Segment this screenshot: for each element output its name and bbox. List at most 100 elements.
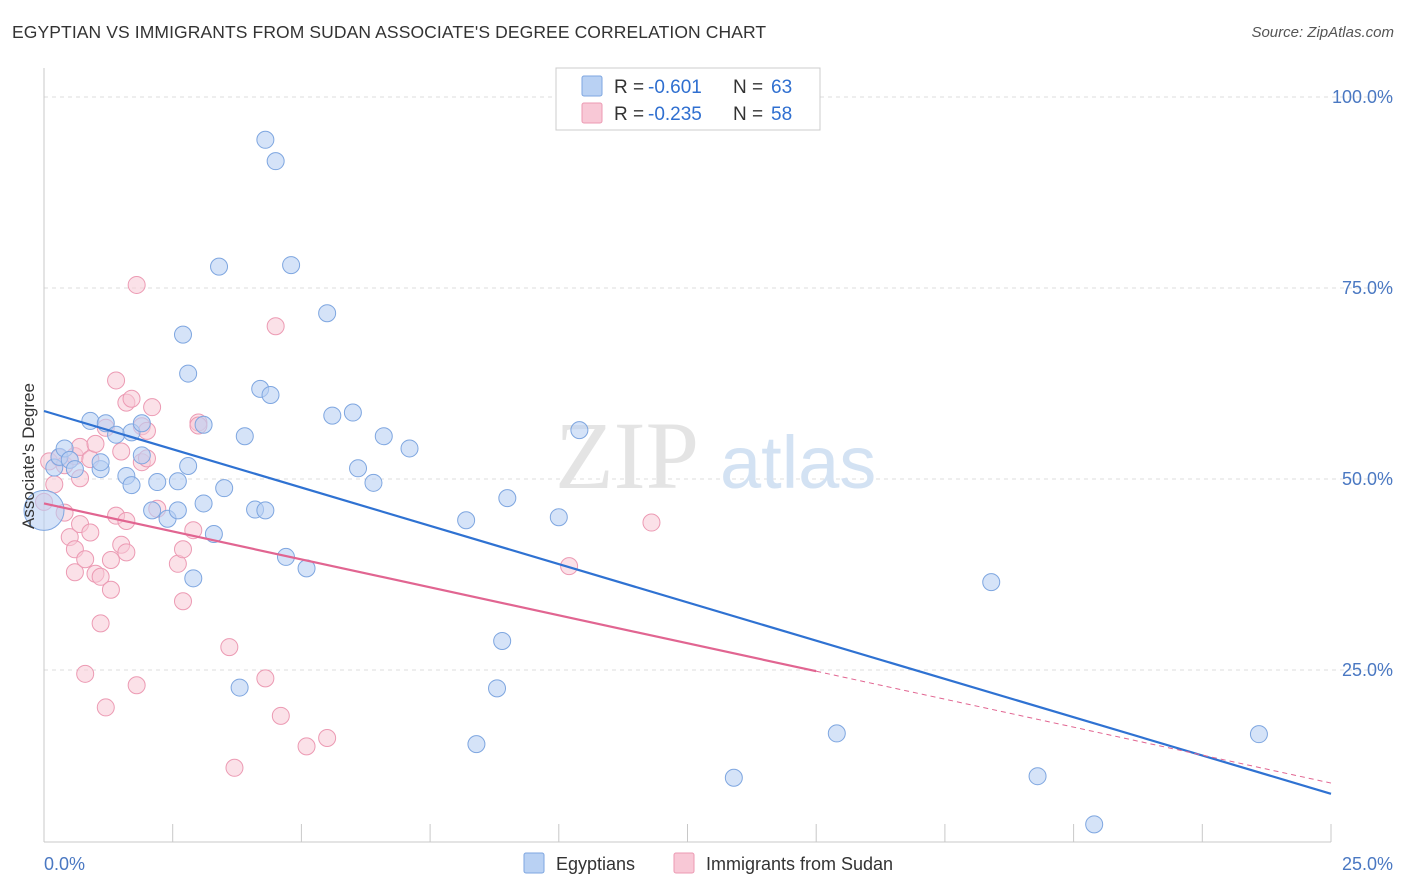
x-tick-label: 25.0% [1342, 854, 1393, 874]
data-point-sudan [127, 275, 146, 294]
data-point-sudan [112, 442, 131, 461]
data-point-egyptians [168, 472, 187, 491]
data-point-egyptians [724, 768, 743, 787]
data-point-egyptians [143, 501, 162, 520]
data-point-egyptians [173, 325, 192, 344]
legend-n-label: N = [733, 104, 763, 125]
data-point-egyptians [122, 476, 141, 495]
data-point-sudan [91, 567, 110, 586]
data-point-egyptians [488, 679, 507, 698]
data-point-egyptians [148, 473, 167, 492]
legend-sudan-swatch [673, 852, 695, 874]
data-point-egyptians [179, 364, 198, 383]
data-point-sudan [297, 737, 316, 756]
data-point-egyptians [1028, 767, 1047, 786]
data-point-egyptians [827, 724, 846, 743]
data-point-sudan [642, 513, 661, 532]
data-point-sudan [173, 540, 192, 559]
legend-sudan-label: Immigrants from Sudan [706, 854, 893, 874]
y-tick-label: 75.0% [1342, 278, 1393, 298]
legend-n-value-blue: 63 [771, 77, 792, 98]
data-point-sudan [117, 543, 136, 562]
tick-labels: 25.0% 50.0% 75.0% 100.0% 0.0% 25.0% [44, 87, 1393, 874]
data-point-sudan [122, 389, 141, 408]
y-tick-label: 50.0% [1342, 469, 1393, 489]
data-point-egyptians [982, 573, 1001, 592]
data-point-sudan [318, 728, 337, 747]
data-point-sudan [86, 434, 105, 453]
trend-lines [43, 409, 1332, 795]
data-point-egyptians [374, 427, 393, 446]
data-point-egyptians [132, 414, 151, 433]
data-point-sudan [76, 550, 95, 569]
legend-n-label: N = [733, 77, 763, 98]
data-point-sudan [76, 664, 95, 683]
data-point-egyptians [282, 256, 301, 275]
legend-r-label: R = [614, 104, 644, 125]
data-point-egyptians [132, 446, 151, 465]
watermark-zip: ZIP [555, 402, 699, 509]
data-point-sudan [101, 550, 120, 569]
data-point-sudan [225, 758, 244, 777]
data-point-egyptians [266, 152, 285, 171]
data-point-egyptians [570, 421, 589, 440]
grid-lines [44, 96, 1392, 671]
watermark-atlas: atlas [720, 421, 876, 504]
data-point-egyptians [194, 494, 213, 513]
data-point-sudan [220, 638, 239, 657]
data-point-egyptians [215, 479, 234, 498]
data-point-egyptians [498, 489, 517, 508]
data-point-egyptians [184, 569, 203, 588]
data-point-egyptians [230, 678, 249, 697]
data-point-egyptians [179, 457, 198, 476]
y-tick-label: 100.0% [1332, 87, 1393, 107]
data-point-sudan [127, 676, 146, 695]
series-egyptians-points [23, 130, 1268, 834]
data-point-egyptians [23, 489, 65, 531]
chart-title: EGYPTIAN VS IMMIGRANTS FROM SUDAN ASSOCI… [12, 22, 767, 42]
y-tick-label: 25.0% [1342, 660, 1393, 680]
data-point-sudan [101, 580, 120, 599]
y-axis-title: Associate's Degree [19, 383, 38, 529]
data-point-sudan [91, 614, 110, 633]
watermark: ZIP atlas [555, 402, 876, 509]
data-point-egyptians [323, 406, 342, 425]
data-point-egyptians [549, 508, 568, 527]
data-point-egyptians [210, 257, 229, 276]
data-point-egyptians [457, 511, 476, 530]
legend-r-value-pink: -0.235 [648, 104, 702, 125]
data-point-egyptians [261, 385, 280, 404]
data-point-egyptians [65, 460, 84, 479]
data-point-egyptians [1085, 815, 1104, 834]
data-point-egyptians [256, 130, 275, 149]
legend-n-value-pink: 58 [771, 104, 792, 125]
data-point-egyptians [343, 403, 362, 422]
legend-top: R = -0.601 N = 63 R = -0.235 N = 58 [555, 67, 821, 131]
data-point-egyptians [400, 439, 419, 458]
trend-line-sudan-extension [816, 670, 1332, 784]
data-point-sudan [271, 706, 290, 725]
data-point-sudan [256, 669, 275, 688]
legend-egyptians-label: Egyptians [556, 854, 635, 874]
data-point-egyptians [204, 525, 223, 544]
data-point-sudan [107, 371, 126, 390]
data-point-egyptians [91, 453, 110, 472]
data-point-sudan [266, 317, 285, 336]
legend-r-value-blue: -0.601 [648, 77, 702, 98]
data-point-egyptians [467, 735, 486, 754]
legend-pink-swatch [581, 102, 603, 124]
legend-r-label: R = [614, 77, 644, 98]
data-point-egyptians [493, 631, 512, 650]
data-point-sudan [65, 563, 84, 582]
trend-line-egyptians [43, 409, 1332, 795]
data-point-egyptians [1249, 725, 1268, 744]
data-point-sudan [143, 398, 162, 417]
data-point-sudan [96, 698, 115, 717]
legend-egyptians-swatch [523, 852, 545, 874]
data-point-egyptians [318, 304, 337, 323]
x-tick-label: 0.0% [44, 854, 85, 874]
data-point-egyptians [349, 459, 368, 478]
data-point-egyptians [235, 427, 254, 446]
series-sudan-points [35, 275, 661, 777]
